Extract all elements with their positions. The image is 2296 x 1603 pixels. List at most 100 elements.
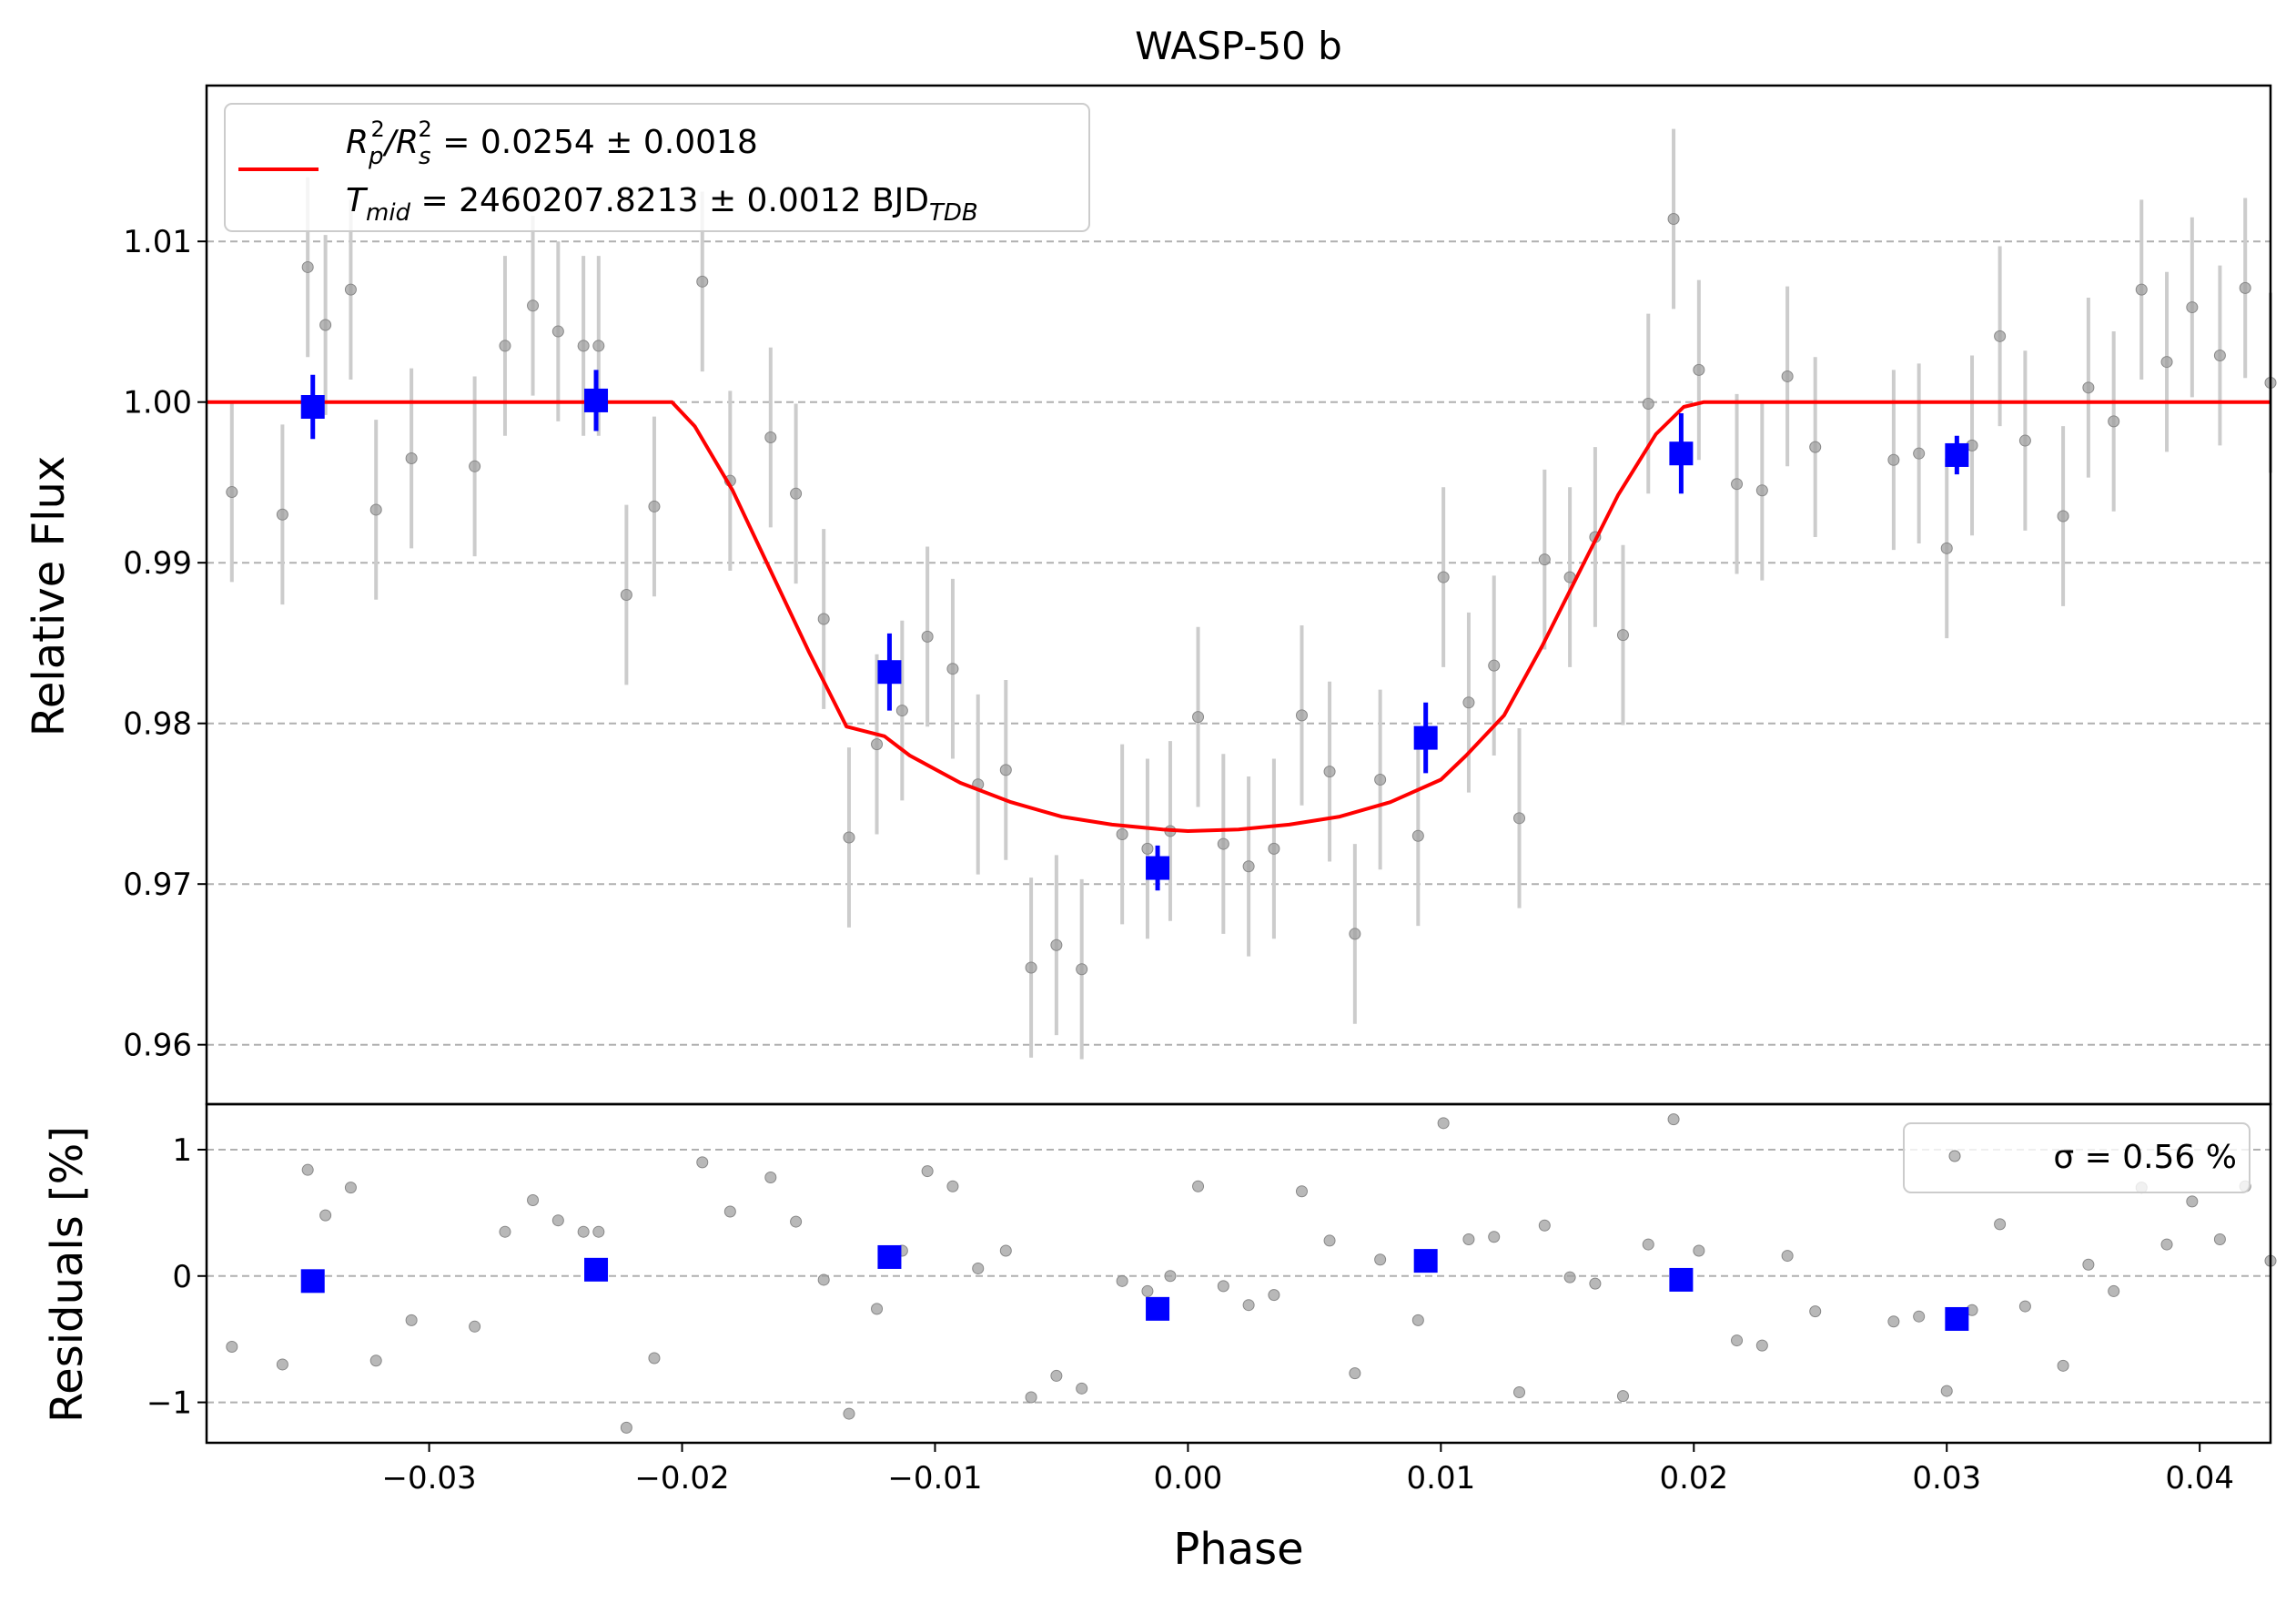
raw-point — [499, 340, 511, 352]
raw-point — [1755, 484, 1768, 497]
raw-residual-point — [817, 1273, 830, 1286]
top-legend-box — [224, 103, 1090, 232]
binned-point — [1669, 441, 1694, 466]
raw-point — [1076, 963, 1088, 976]
raw-point — [1781, 370, 1794, 382]
legend-sigma: σ = 0.56 % — [2053, 1139, 2237, 1176]
raw-residual-point — [1141, 1284, 1154, 1297]
raw-residual-point — [527, 1193, 540, 1206]
x-tick-label: 0.03 — [1912, 1460, 1981, 1496]
raw-point — [648, 500, 661, 512]
top-legend: Rp2/Rs2 = 0.0254 ± 0.0018 Tmid = 2460207… — [224, 103, 1090, 232]
raw-residual-point — [1268, 1289, 1280, 1302]
raw-point — [2057, 510, 2069, 522]
bottom-axes: −1 0 1 −0.03 −0.02 −0.01 0.00 0.01 0.02 0.03 0.04 — [147, 1102, 2272, 1496]
raw-residual-point — [469, 1320, 481, 1333]
raw-residual-point — [620, 1421, 632, 1434]
raw-residual-point — [921, 1165, 934, 1178]
binned-residual-point — [1669, 1267, 1694, 1292]
raw-point — [527, 299, 540, 312]
raw-point — [895, 705, 908, 717]
raw-point — [1411, 829, 1424, 842]
raw-point — [1538, 553, 1551, 566]
raw-residual-point — [1589, 1277, 1602, 1290]
raw-point — [1437, 571, 1450, 583]
chart-title: WASP-50 b — [1135, 24, 1342, 68]
raw-residual-point — [1437, 1117, 1450, 1130]
raw-point — [1192, 711, 1205, 724]
raw-point — [405, 451, 418, 464]
raw-residual-point — [1411, 1314, 1424, 1326]
raw-residual-point — [1731, 1334, 1744, 1347]
raw-residual-point — [1242, 1299, 1255, 1312]
raw-residual-point — [648, 1352, 661, 1365]
raw-point — [871, 738, 884, 751]
top-raw-points — [226, 128, 2277, 1060]
raw-residual-point — [1994, 1218, 2007, 1231]
raw-point — [1488, 659, 1501, 672]
raw-residual-point — [1616, 1390, 1629, 1403]
raw-residual-point — [592, 1225, 605, 1238]
raw-residual-point — [1488, 1231, 1501, 1243]
raw-residual-point — [226, 1341, 238, 1354]
binned-residual-point — [1945, 1306, 1969, 1331]
raw-point — [301, 260, 314, 273]
bottom-raw-residuals — [226, 1113, 2277, 1434]
raw-residual-point — [1076, 1382, 1088, 1395]
top-y-tick-label: 1.00 — [123, 385, 192, 421]
raw-point — [1116, 827, 1128, 840]
raw-residual-point — [499, 1225, 511, 1238]
raw-point — [369, 503, 382, 516]
raw-point — [843, 831, 855, 844]
raw-residual-point — [1513, 1385, 1526, 1398]
raw-residual-point — [1050, 1369, 1063, 1382]
raw-point — [1809, 441, 1822, 453]
raw-residual-point — [1192, 1180, 1205, 1192]
raw-residual-point — [1349, 1367, 1361, 1380]
raw-residual-point — [1538, 1219, 1551, 1232]
raw-residual-point — [1693, 1244, 1705, 1257]
raw-residual-point — [2108, 1284, 2120, 1297]
raw-residual-point — [871, 1303, 884, 1315]
raw-point — [2082, 381, 2095, 394]
raw-point — [276, 508, 288, 521]
raw-point — [344, 283, 357, 296]
bottom-legend-marker — [1948, 1150, 1961, 1162]
raw-point — [1295, 709, 1308, 722]
bottom-legend: σ = 0.56 % — [1903, 1122, 2250, 1193]
raw-residual-point — [1116, 1274, 1128, 1287]
raw-point — [469, 460, 481, 472]
raw-point — [790, 487, 803, 500]
raw-residual-point — [276, 1358, 288, 1371]
model-line — [207, 400, 2271, 833]
binned-point — [584, 388, 609, 412]
raw-point — [1667, 212, 1680, 225]
raw-point — [1268, 842, 1280, 855]
raw-point — [551, 325, 564, 338]
raw-residual-point — [301, 1163, 314, 1176]
x-tick-label: −0.01 — [887, 1460, 982, 1496]
y-axis-label-bottom: Residuals [%] — [42, 1126, 93, 1423]
top-binned-points — [300, 370, 1969, 891]
raw-point — [2135, 283, 2148, 296]
binned-point — [877, 660, 902, 685]
binned-residual-point — [877, 1244, 902, 1269]
raw-residual-point — [2082, 1258, 2095, 1271]
raw-residual-point — [946, 1180, 959, 1192]
raw-residual-point — [1025, 1391, 1037, 1404]
top-model-curve — [207, 400, 2271, 833]
raw-residual-point — [1217, 1280, 1229, 1293]
x-tick-label: 0.01 — [1407, 1460, 1476, 1496]
raw-residual-point — [1940, 1385, 1953, 1397]
raw-residual-point — [1563, 1271, 1576, 1283]
raw-residual-point — [1809, 1305, 1822, 1318]
raw-point — [764, 431, 777, 444]
raw-residual-point — [369, 1354, 382, 1367]
raw-point — [1242, 860, 1255, 873]
raw-point — [319, 319, 332, 331]
y-axis-label-top: Relative Flux — [24, 456, 75, 737]
binned-residual-point — [300, 1269, 325, 1294]
binned-residual-point — [1146, 1296, 1170, 1321]
raw-point — [817, 613, 830, 625]
raw-point — [1731, 478, 1744, 491]
